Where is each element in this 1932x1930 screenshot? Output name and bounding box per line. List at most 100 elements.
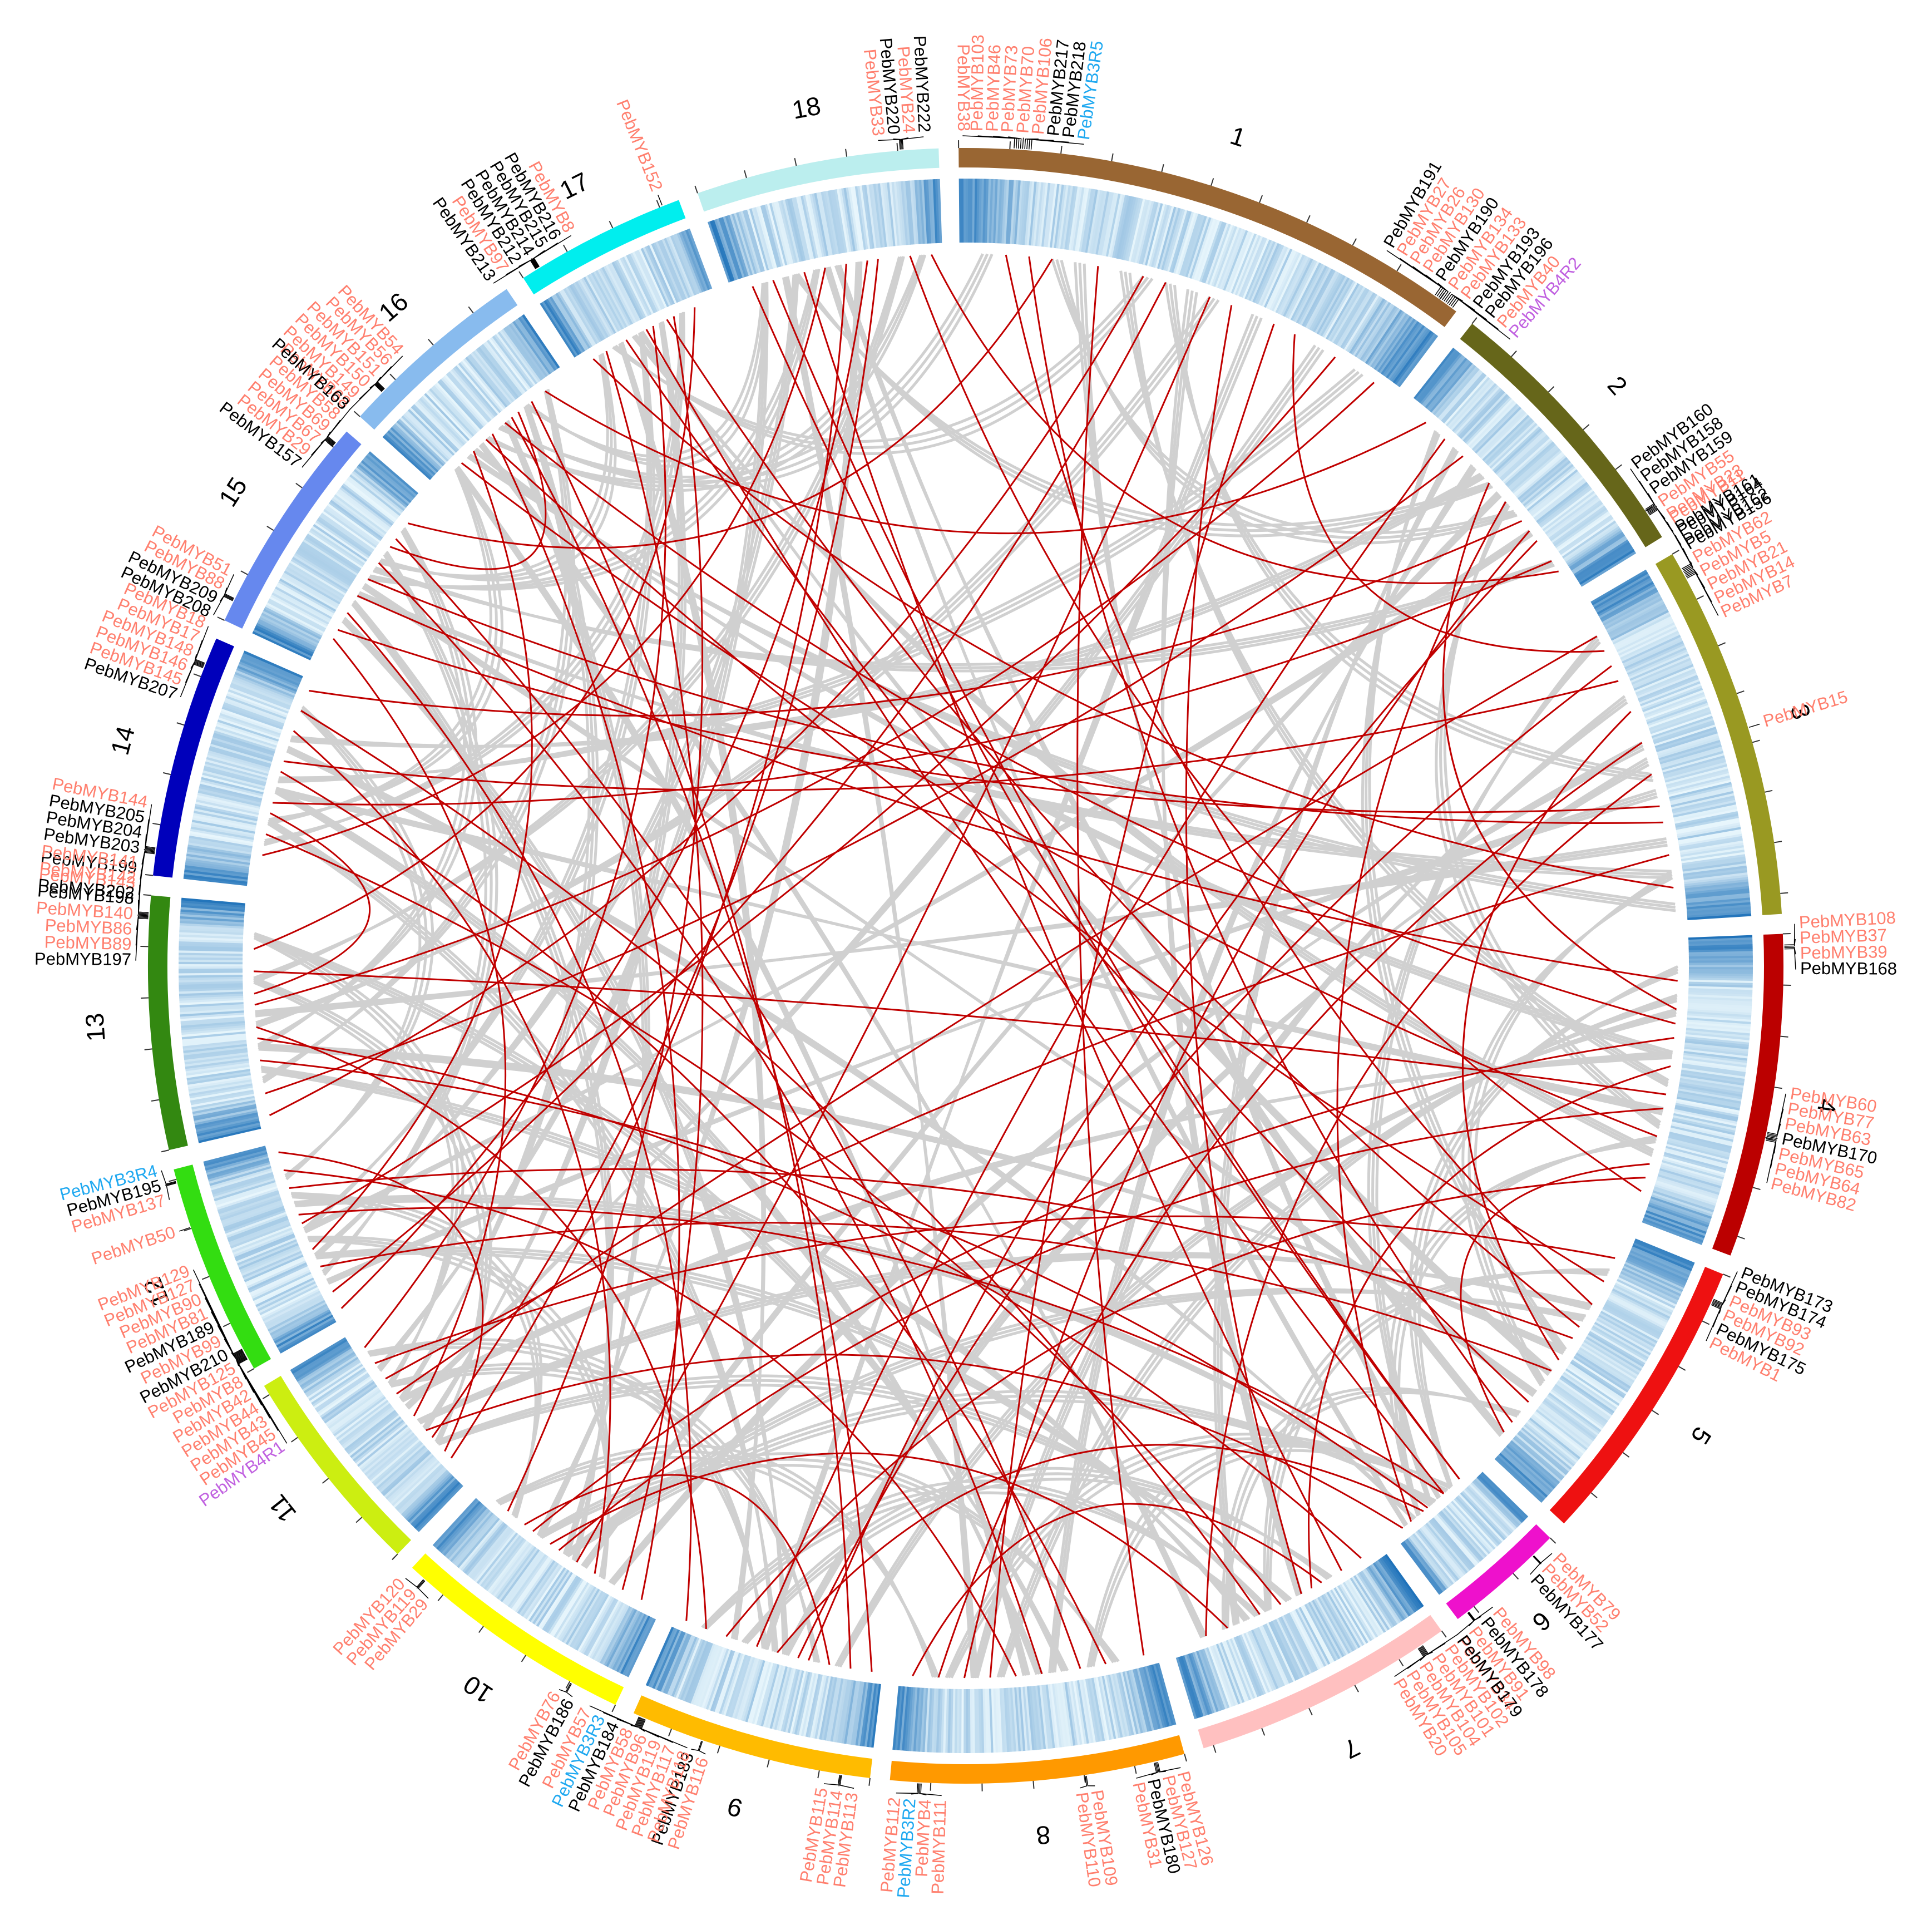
density-bin xyxy=(1553,1385,1607,1425)
density-bin xyxy=(353,468,405,511)
chromosome-tick xyxy=(767,1759,770,1768)
density-bin xyxy=(1111,1674,1128,1737)
density-bin xyxy=(1285,1613,1316,1672)
highlight-link xyxy=(337,629,1660,813)
density-bin xyxy=(980,179,985,243)
gene-connector xyxy=(911,1783,920,1795)
chromosome-tick xyxy=(1723,1273,1731,1278)
density-bin xyxy=(185,1056,249,1067)
density-bin xyxy=(1658,1170,1721,1191)
density-bin xyxy=(1356,303,1394,359)
density-bin xyxy=(1687,1019,1751,1027)
density-bin xyxy=(1577,545,1633,582)
density-bin xyxy=(1435,1514,1479,1565)
density-bin xyxy=(1582,1341,1638,1378)
density-bin xyxy=(1436,368,1480,418)
density-bin xyxy=(823,191,837,255)
density-bin xyxy=(1089,190,1103,254)
chromosome-tick xyxy=(1111,153,1114,161)
density-bin xyxy=(1687,1009,1752,1016)
chromosome-tick xyxy=(1737,1236,1745,1240)
density-bin xyxy=(1355,1574,1392,1630)
density-bin xyxy=(337,490,389,531)
density-bin xyxy=(732,213,753,275)
density-bin xyxy=(1542,491,1595,532)
density-bin xyxy=(931,1688,937,1753)
density-bin xyxy=(190,828,254,842)
density-bin xyxy=(694,1645,719,1706)
density-bin xyxy=(703,1647,727,1709)
density-bin xyxy=(271,592,329,625)
density-bin xyxy=(727,1655,749,1717)
highlight-links xyxy=(253,254,1678,1679)
density-bin xyxy=(421,396,467,444)
density-bin xyxy=(1580,1345,1636,1381)
density-bin xyxy=(264,1294,323,1326)
density-bin xyxy=(734,213,755,275)
density-bin xyxy=(1104,193,1119,256)
density-bin xyxy=(424,393,470,441)
density-bin xyxy=(1594,577,1652,611)
density-bin xyxy=(1657,1176,1719,1198)
density-bin xyxy=(181,900,245,908)
density-bin xyxy=(186,1064,250,1076)
density-bin xyxy=(1526,1420,1578,1463)
density-bin xyxy=(1545,494,1598,535)
chromosome-tick xyxy=(152,822,161,826)
density-bin xyxy=(210,1169,273,1191)
gene-connector xyxy=(1150,1762,1158,1776)
density-bin xyxy=(1614,1284,1673,1315)
density-bin xyxy=(441,1505,486,1555)
density-bin xyxy=(587,274,620,332)
chromosome-tick xyxy=(1441,1630,1447,1638)
density-bin xyxy=(310,527,365,565)
density-bin xyxy=(1105,1675,1121,1739)
gene-connector xyxy=(691,1741,702,1751)
density-bin xyxy=(489,1541,530,1594)
density-bin xyxy=(1593,1324,1650,1358)
density-bin xyxy=(938,1689,943,1753)
highlight-link xyxy=(645,329,1445,1494)
density-bin xyxy=(1058,185,1069,249)
density-bin xyxy=(841,188,854,252)
density-bin xyxy=(792,1671,808,1735)
density-bin xyxy=(571,1592,606,1648)
density-bin xyxy=(1281,257,1312,316)
density-bin xyxy=(978,179,982,243)
density-bin xyxy=(1124,198,1142,261)
density-bin xyxy=(887,182,896,246)
density-bin xyxy=(190,1091,254,1105)
density-bin xyxy=(1524,466,1575,509)
density-bin xyxy=(1284,259,1316,318)
density-bin xyxy=(1677,1094,1741,1109)
density-bin xyxy=(1570,1361,1625,1399)
density-bin xyxy=(1526,469,1578,512)
density-bin xyxy=(1673,1113,1737,1129)
density-bin xyxy=(1607,601,1665,634)
density-bin xyxy=(1534,1411,1587,1453)
density-bin xyxy=(581,278,615,335)
highlight-link xyxy=(254,382,1375,1006)
highlight-link xyxy=(511,417,873,1672)
density-bin xyxy=(207,750,270,770)
density-bin xyxy=(1202,1648,1226,1710)
density-bin xyxy=(1538,1406,1590,1447)
density-bin xyxy=(547,1578,584,1635)
density-bin xyxy=(227,691,288,716)
density-bin xyxy=(1656,1178,1718,1200)
density-bin xyxy=(222,1203,284,1227)
density-bin xyxy=(431,386,476,436)
density-bin xyxy=(495,1545,535,1598)
density-bin xyxy=(652,1629,680,1689)
density-bin xyxy=(471,1528,513,1580)
density-bin xyxy=(217,719,279,742)
density-bin xyxy=(1026,1686,1035,1750)
density-bin xyxy=(1587,1334,1643,1370)
gene-connector xyxy=(896,1783,918,1794)
density-bin xyxy=(200,779,264,797)
density-bin xyxy=(1659,742,1721,763)
density-bin xyxy=(303,539,358,576)
density-bin xyxy=(1441,1509,1485,1559)
density-bin xyxy=(460,1520,503,1571)
density-bin xyxy=(395,422,443,468)
